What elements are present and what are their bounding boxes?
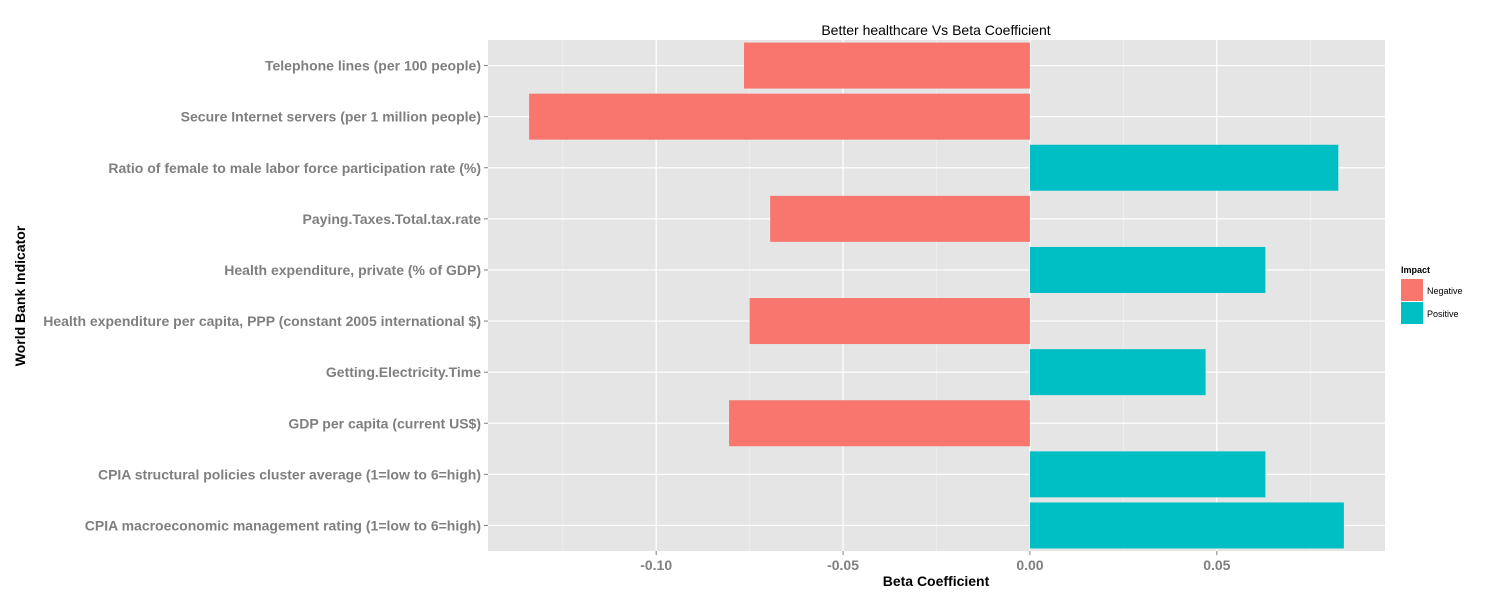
bar-7 — [1029, 349, 1206, 396]
y-tick-label: Secure Internet servers (per 1 million p… — [181, 109, 481, 125]
chart-title: Better healthcare Vs Beta Coefficient — [821, 22, 1050, 38]
y-tick-label: Health expenditure per capita, PPP (cons… — [43, 313, 481, 329]
y-tick-label: Getting.Electricity.Time — [326, 364, 481, 380]
legend-swatch-negative — [1401, 279, 1423, 301]
y-tick-label: CPIA structural policies cluster average… — [98, 466, 481, 482]
y-tick-label: Telephone lines (per 100 people) — [265, 58, 481, 74]
bar-4 — [770, 195, 1030, 242]
legend-title: Impact — [1401, 265, 1430, 275]
x-tick-label: 0.05 — [1203, 557, 1230, 573]
bar-9 — [1029, 451, 1266, 498]
legend-label-positive: Positive — [1427, 309, 1459, 319]
bar-1 — [744, 42, 1030, 89]
y-tick-label: CPIA macroeconomic management rating (1=… — [85, 517, 481, 533]
y-tick-label: Paying.Taxes.Total.tax.rate — [303, 211, 482, 227]
y-tick-label: Ratio of female to male labor force part… — [108, 160, 481, 176]
bar-3 — [1029, 144, 1339, 191]
y-tick-label: GDP per capita (current US$) — [288, 415, 481, 431]
bar-6 — [749, 298, 1030, 345]
bars — [529, 42, 1344, 549]
legend: Impact Negative Positive — [1401, 265, 1463, 324]
x-tick-label: -0.05 — [827, 557, 859, 573]
legend-label-negative: Negative — [1427, 286, 1463, 296]
x-tick-label: 0.00 — [1016, 557, 1043, 573]
bar-2 — [529, 93, 1030, 140]
legend-swatch-positive — [1401, 302, 1423, 324]
x-axis-ticks: -0.10 -0.05 0.00 0.05 — [640, 551, 1231, 573]
x-tick-label: -0.10 — [640, 557, 672, 573]
y-axis-title: World Bank Indicator — [12, 225, 28, 366]
bar-5 — [1029, 246, 1266, 293]
bar-10 — [1029, 502, 1344, 549]
y-tick-label: Health expenditure, private (% of GDP) — [224, 262, 481, 278]
bar-8 — [729, 400, 1030, 447]
y-axis-ticks: Telephone lines (per 100 people) Secure I… — [43, 58, 488, 533]
x-axis-title: Beta Coefficient — [883, 573, 990, 589]
